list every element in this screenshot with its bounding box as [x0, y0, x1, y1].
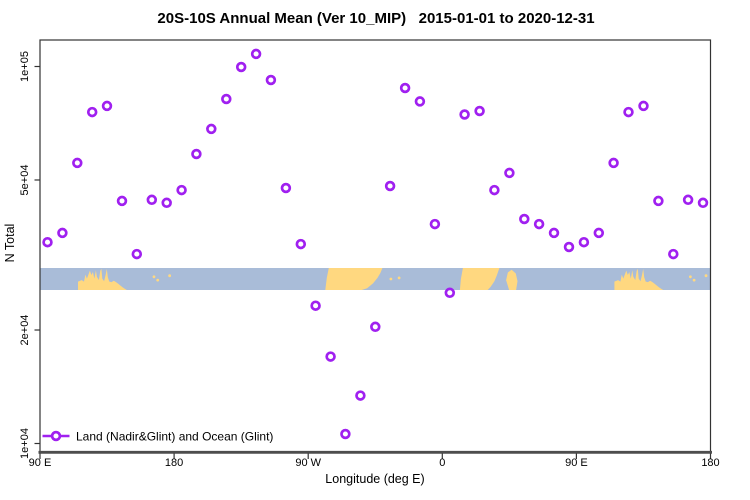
land-patch-australia-repeat: [614, 268, 664, 290]
island-dot: [692, 278, 696, 282]
y-tick-label: 5e+04: [19, 165, 31, 196]
data-point: [682, 194, 694, 206]
island-dot: [688, 275, 692, 279]
x-tick-label: 180: [701, 457, 719, 469]
data-point: [355, 390, 366, 401]
chart-title: 20S-10S Annual Mean (Ver 10_MIP) 2015-01…: [157, 10, 595, 27]
data-point: [668, 248, 679, 260]
island-dot: [704, 274, 708, 278]
data-point: [474, 105, 485, 117]
data-point: [42, 236, 53, 248]
data-point: [414, 96, 426, 107]
island-dot: [168, 274, 172, 278]
data-point: [176, 184, 187, 196]
data-point: [697, 197, 709, 209]
data-point: [86, 106, 98, 118]
land-patch-africa: [459, 268, 500, 290]
data-point: [265, 74, 277, 86]
y-tick-label: 2e+04: [19, 315, 31, 346]
data-point: [131, 248, 143, 260]
data-point: [429, 218, 441, 230]
data-point: [444, 287, 456, 299]
land-patch-australia: [78, 268, 127, 290]
island-dot: [389, 277, 393, 281]
data-point: [325, 351, 336, 362]
data-point: [533, 218, 545, 230]
land-patch-south-america: [325, 268, 383, 290]
data-point: [57, 227, 68, 239]
island-dot: [152, 275, 156, 279]
data-point: [548, 227, 560, 239]
data-point: [310, 300, 321, 311]
x-tick-label: 90 E: [565, 457, 588, 469]
data-point: [623, 106, 634, 118]
data-point: [221, 93, 232, 105]
data-point: [235, 61, 247, 73]
data-point: [563, 241, 575, 253]
data-point: [161, 197, 172, 209]
data-point: [280, 182, 292, 194]
data-point: [101, 100, 113, 112]
data-point: [489, 184, 500, 196]
plot-border: [39, 39, 712, 453]
data-point: [504, 167, 515, 179]
land-patch-madagascar: [506, 269, 518, 290]
legend-symbol: [50, 430, 62, 442]
data-point: [295, 238, 307, 250]
data-point: [519, 213, 530, 225]
data-point: [191, 148, 202, 160]
x-tick-label: 90 E: [29, 457, 52, 469]
data-point: [399, 82, 411, 94]
data-point: [638, 100, 649, 112]
data-point: [370, 321, 381, 333]
data-point: [459, 109, 470, 120]
y-tick-label: 1e+05: [19, 51, 31, 82]
data-point: [653, 195, 664, 207]
y-tick-label: 1e+04: [19, 428, 31, 459]
data-point: [593, 227, 605, 239]
x-tick-label: 180: [165, 457, 183, 469]
data-point: [146, 194, 158, 206]
data-point: [72, 157, 83, 169]
data-point: [578, 236, 590, 248]
data-point: [608, 157, 619, 169]
data-point: [250, 48, 262, 60]
x-tick-label: 0: [439, 457, 445, 469]
y-axis-title: N Total: [3, 223, 17, 263]
x-axis-title: Longitude (deg E): [325, 472, 425, 486]
data-point: [340, 428, 351, 440]
data-point: [206, 123, 217, 135]
data-point: [384, 180, 396, 192]
data-point: [116, 195, 128, 207]
x-tick-label: 90 W: [295, 457, 321, 469]
legend-label: Land (Nadir&Glint) and Ocean (Glint): [76, 430, 273, 444]
island-dot: [397, 276, 401, 280]
island-dot: [156, 278, 160, 282]
